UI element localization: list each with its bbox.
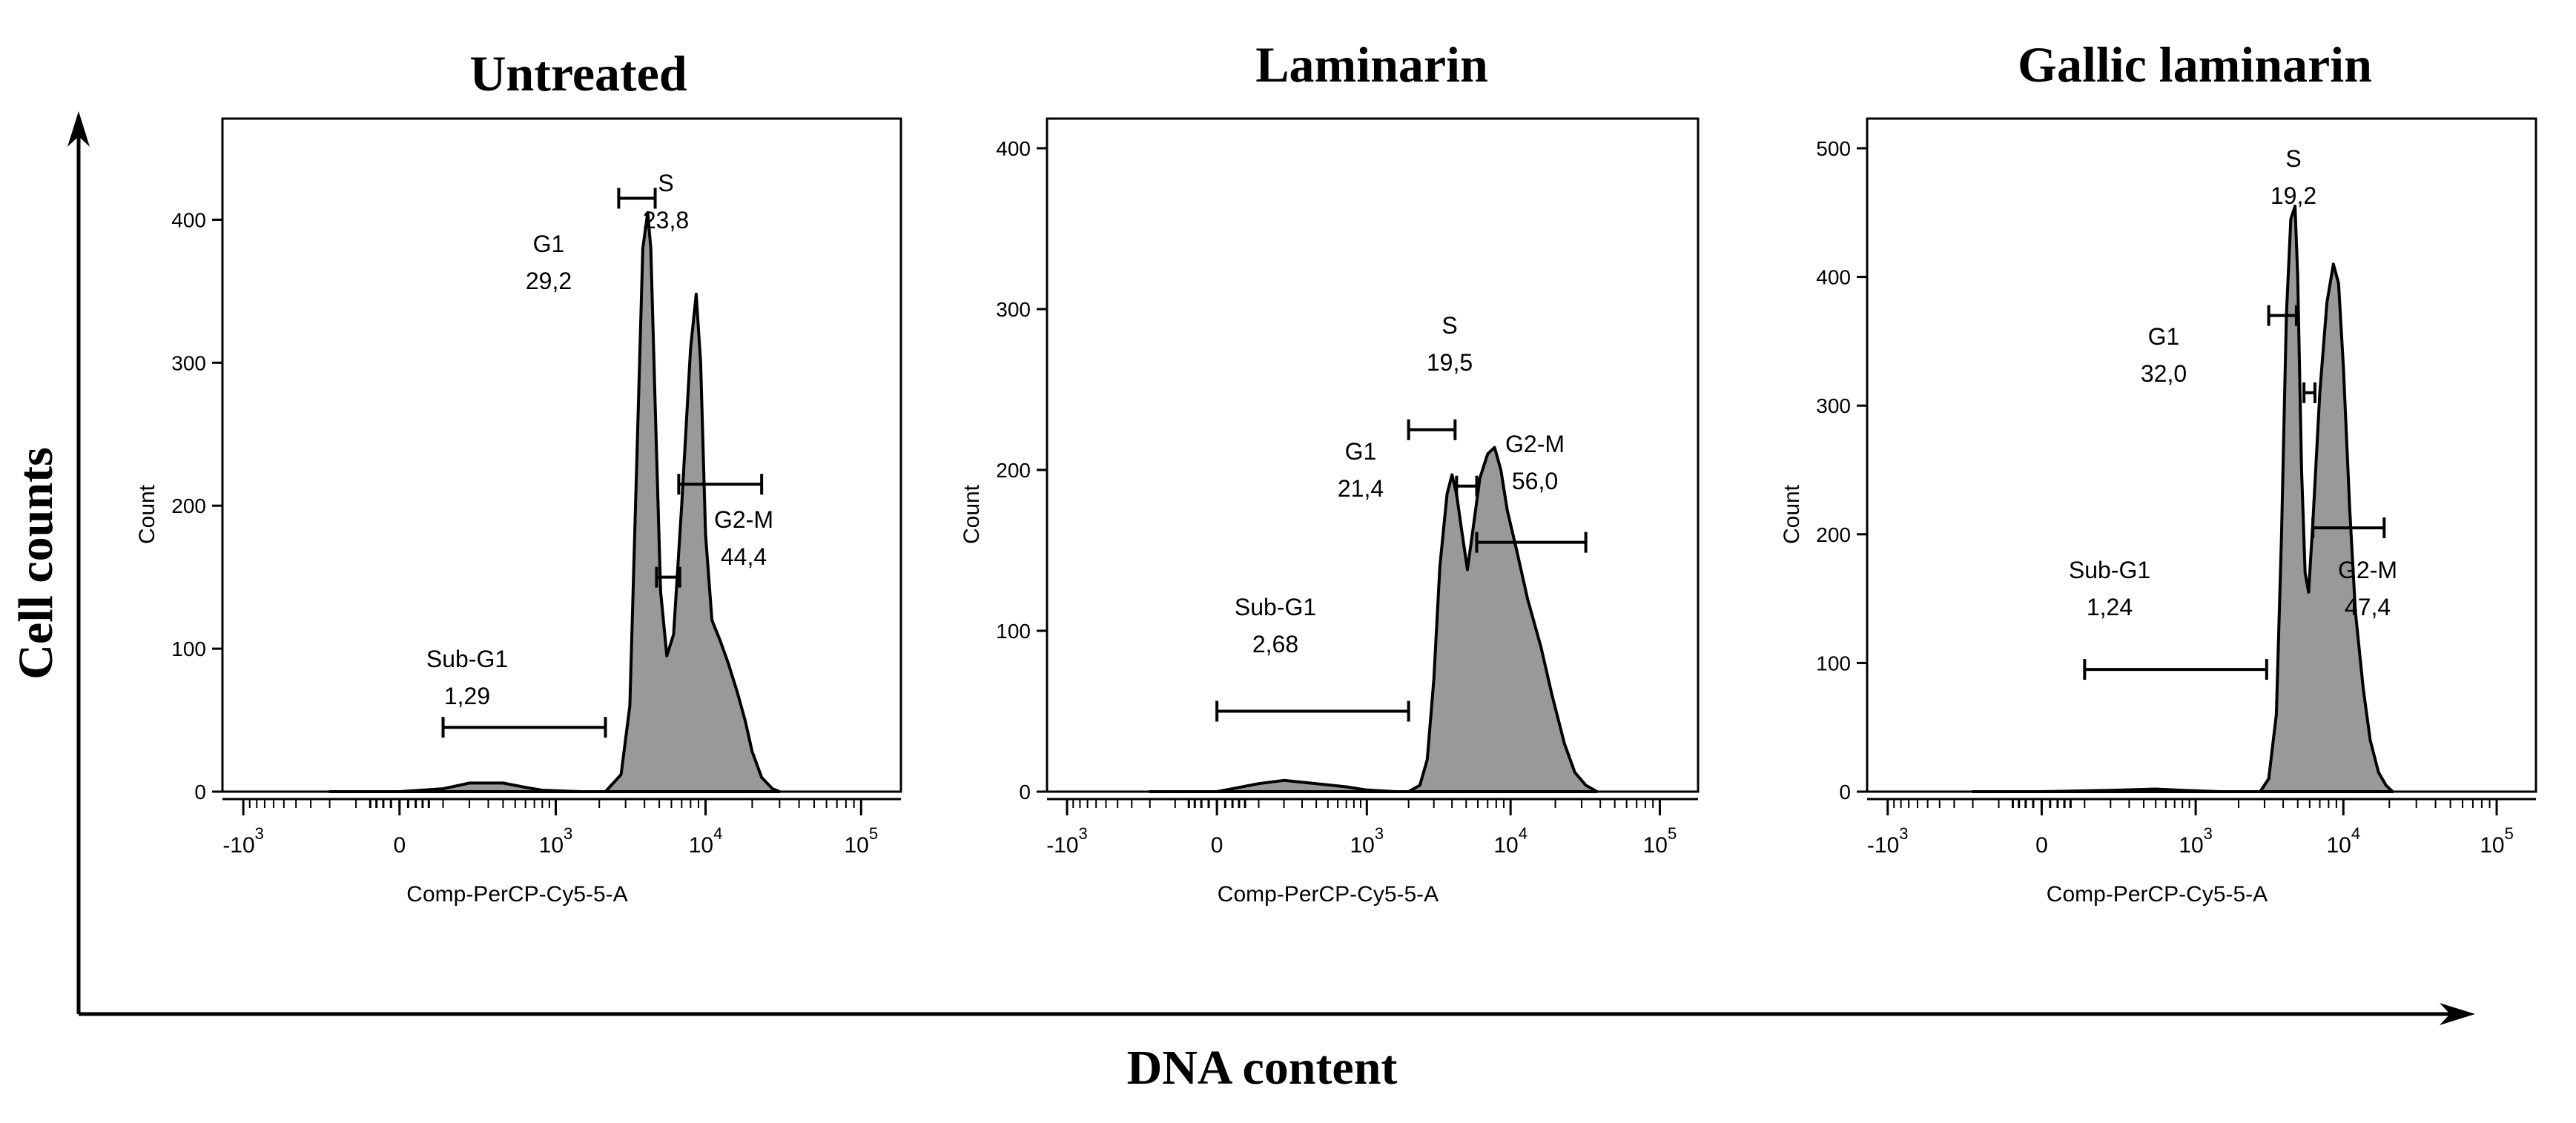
y-tick-label: 400 — [996, 137, 1031, 160]
gate-s: S 19,2 — [2270, 145, 2316, 403]
x-tick-label: 104 — [2326, 824, 2360, 858]
histogram-panel-2: Laminarin 0 100 200 300 400 Count -103 0 103 104 10… — [960, 36, 1700, 907]
gate-value: 21,4 — [1338, 475, 1384, 502]
gate-g2-m: G2-M 56,0 — [1475, 431, 1588, 553]
x-axis-label: Comp-PerCP-Cy5-5-A — [2047, 882, 2268, 907]
histogram-area — [1971, 205, 2394, 793]
x-tick-label: -103 — [1867, 824, 1909, 858]
plot-frame — [221, 117, 902, 793]
gate-g1: G1 32,0 — [2141, 305, 2298, 387]
gate-sub-g1: Sub-G1 2,68 — [1215, 594, 1410, 722]
gate-name: Sub-G1 — [2069, 557, 2150, 583]
x-tick-label: 105 — [2480, 824, 2514, 858]
histogram-panel-3: Gallic laminarin 0 100 200 300 400 500 Count -10… — [1780, 36, 2537, 907]
y-tick-label: 300 — [1816, 394, 1851, 417]
y-tick-label: 0 — [1839, 781, 1851, 804]
x-tick-label: 105 — [1643, 824, 1677, 858]
y-tick-label: 0 — [194, 781, 206, 804]
up-arrow-icon — [67, 111, 90, 147]
x-axis-label: Comp-PerCP-Cy5-5-A — [1218, 882, 1439, 907]
y-axis-label: Count — [960, 484, 984, 544]
gate-s: S 19,5 — [1427, 312, 1479, 497]
y-tick-label: 200 — [171, 494, 206, 517]
gate-name: G1 — [2148, 323, 2180, 350]
y-tick-label: 300 — [996, 298, 1031, 321]
x-axis-label: Comp-PerCP-Cy5-5-A — [406, 882, 627, 907]
gate-name: G2-M — [1505, 431, 1565, 457]
figure-y-axis: Cell counts — [9, 111, 90, 1014]
x-tick-label: 103 — [2179, 824, 2213, 858]
x-tick-label: 104 — [1493, 824, 1528, 858]
gate-value: 19,5 — [1427, 349, 1473, 376]
gate-value: 29,2 — [526, 268, 572, 294]
y-tick-label: 100 — [171, 637, 206, 660]
gate-value: 2,68 — [1252, 631, 1298, 657]
gate-value: 23,8 — [643, 207, 689, 233]
gate-name: S — [658, 170, 673, 196]
gate-name: S — [1441, 312, 1457, 339]
y-tick-label: 200 — [996, 459, 1031, 482]
panel-title: Laminarin — [1255, 36, 1488, 93]
x-tick-label: 103 — [539, 824, 573, 858]
panel-title: Gallic laminarin — [2018, 36, 2372, 93]
gate-name: G2-M — [714, 506, 773, 533]
y-tick-label: 100 — [1816, 652, 1851, 675]
x-tick-label: 0 — [2035, 833, 2048, 858]
y-tick-label: 400 — [1816, 266, 1851, 289]
x-tick-label: 0 — [1211, 833, 1223, 858]
y-axis-label: Count — [135, 484, 159, 544]
gate-s: S 23,8 — [643, 170, 689, 588]
gate-value: 1,29 — [444, 683, 490, 709]
gate-g2-m: G2-M 44,4 — [677, 474, 773, 570]
gate-g1: G1 21,4 — [1338, 419, 1457, 502]
y-axis-label: Count — [1780, 484, 1804, 544]
plot-frame — [1866, 117, 2537, 793]
gate-value: 44,4 — [721, 543, 767, 570]
gate-value: 19,2 — [2270, 182, 2316, 209]
gate-value: 56,0 — [1512, 468, 1558, 494]
gate-name: Sub-G1 — [426, 646, 508, 672]
gate-name: G2-M — [2338, 557, 2397, 583]
x-tick-label: 0 — [393, 833, 406, 858]
x-tick-label: -103 — [222, 824, 264, 858]
y-tick-label: 400 — [171, 208, 206, 231]
histogram-area — [1148, 445, 1599, 793]
figure-x-axis: DNA content — [79, 1003, 2475, 1095]
y-tick-label: 200 — [1816, 523, 1851, 546]
gate-g1: G1 29,2 — [526, 188, 657, 294]
gate-value: 47,4 — [2345, 594, 2391, 620]
gate-value: 32,0 — [2141, 360, 2187, 387]
y-tick-label: 300 — [171, 351, 206, 374]
x-tick-label: 105 — [844, 824, 878, 858]
y-tick-label: 0 — [1019, 781, 1031, 804]
gate-sub-g1: Sub-G1 1,29 — [426, 646, 607, 738]
panel-title: Untreated — [469, 45, 687, 102]
gate-g2-m: G2-M 47,4 — [2311, 517, 2397, 620]
gate-sub-g1: Sub-G1 1,24 — [2069, 557, 2268, 680]
gate-value: 1,24 — [2087, 594, 2133, 620]
histogram-area — [328, 211, 782, 793]
gate-name: Sub-G1 — [1235, 594, 1316, 620]
x-tick-label: 104 — [689, 824, 723, 858]
gate-name: G1 — [1345, 438, 1377, 465]
gate-name: G1 — [533, 231, 565, 257]
histogram-panels: Untreated 0 100 200 300 400 Count -103 0 103 104 10… — [135, 36, 2537, 907]
histogram-panel-1: Untreated 0 100 200 300 400 Count -103 0 103 104 10… — [135, 45, 902, 907]
x-tick-label: -103 — [1046, 824, 1088, 858]
right-arrow-icon — [2440, 1003, 2475, 1025]
y-axis-title: Cell counts — [9, 447, 63, 680]
gate-name: S — [2285, 145, 2301, 172]
x-tick-label: 103 — [1350, 824, 1384, 858]
x-axis-title: DNA content — [1127, 1041, 1398, 1095]
y-tick-label: 100 — [996, 620, 1031, 643]
y-tick-label: 500 — [1816, 137, 1851, 160]
